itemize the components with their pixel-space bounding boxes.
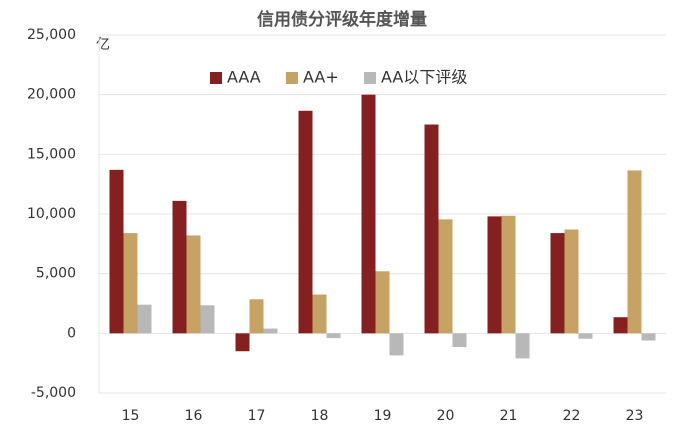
y-tick-label: 20,000: [27, 87, 76, 103]
x-tick-label: 15: [122, 408, 140, 424]
bar: [389, 333, 404, 356]
x-tick-label: 19: [374, 408, 392, 424]
bar: [312, 294, 327, 334]
bar: [452, 333, 467, 348]
legend-swatch: [286, 72, 298, 84]
bar: [186, 235, 201, 334]
x-tick-label: 18: [311, 408, 329, 424]
bar: [424, 124, 439, 334]
legend-label: AA+: [303, 68, 339, 87]
bar: [375, 271, 390, 334]
bar: [613, 317, 628, 334]
bar: [641, 333, 656, 341]
bar: [249, 299, 264, 334]
bar: [172, 200, 187, 334]
legend-swatch: [364, 72, 376, 84]
bar: [109, 169, 124, 334]
y-tick-label: 0: [67, 325, 76, 341]
x-tick-label: 20: [437, 408, 455, 424]
bar: [627, 170, 642, 334]
chart-title: 信用债分评级年度增量: [257, 9, 427, 30]
y-tick-label: -5,000: [31, 385, 76, 401]
x-tick-label: 23: [626, 408, 644, 424]
bar: [137, 304, 152, 334]
x-tick-label: 21: [500, 408, 518, 424]
bar: [550, 233, 565, 334]
x-tick-label: 22: [563, 408, 581, 424]
bar: [123, 233, 138, 334]
bar: [326, 333, 341, 339]
bar: [298, 110, 313, 334]
bar: [361, 94, 376, 334]
bar: [263, 328, 278, 334]
y-tick-label: 15,000: [27, 146, 76, 162]
bar: [515, 333, 530, 359]
x-tick-label: 16: [185, 408, 203, 424]
bar: [200, 305, 215, 334]
x-tick-label: 17: [248, 408, 266, 424]
y-unit-label: 亿: [96, 37, 110, 53]
y-tick-label: 10,000: [27, 206, 76, 222]
bar: [501, 215, 516, 334]
y-tick-label: 5,000: [36, 266, 76, 282]
bar: [564, 229, 579, 334]
bar: [487, 216, 502, 334]
legend-label: AAA: [227, 68, 261, 87]
legend-swatch: [210, 72, 222, 84]
y-tick-label: 25,000: [27, 27, 76, 43]
bar: [235, 333, 250, 352]
bar: [578, 333, 593, 339]
legend-label: AA以下评级: [381, 68, 467, 87]
bar: [438, 219, 453, 334]
